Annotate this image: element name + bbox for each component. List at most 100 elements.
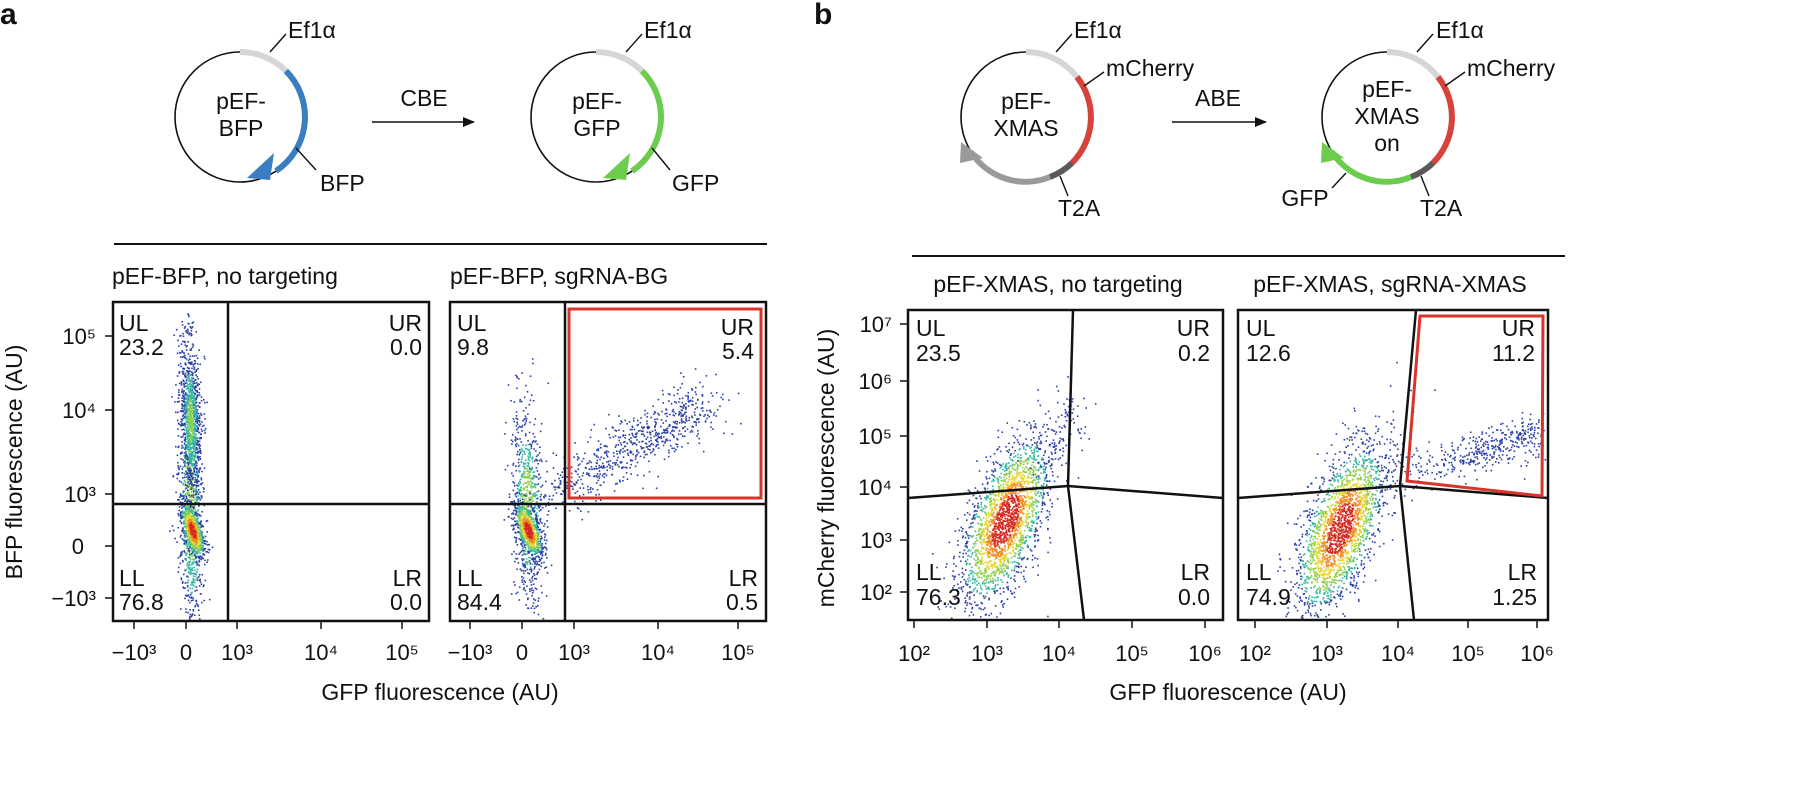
event-dot (519, 488, 522, 490)
event-dot (188, 540, 191, 543)
event-dot (200, 477, 203, 479)
event-dot (971, 606, 974, 609)
event-dot (537, 454, 539, 456)
event-dot (185, 446, 187, 449)
event-dot (188, 458, 191, 460)
event-dot (532, 539, 535, 541)
quadrant-value: 0.5 (726, 589, 758, 615)
event-dot (517, 501, 520, 503)
event-dot (706, 417, 708, 420)
event-dot (177, 465, 179, 467)
y-tick-label: 10³ (64, 482, 96, 507)
plasmid-pef-xmas: Ef1α mCherry T2A pEF- XMAS (960, 17, 1195, 221)
event-dot (597, 449, 600, 452)
event-dot (544, 536, 546, 538)
event-dot (546, 514, 549, 516)
event-dot (538, 558, 541, 561)
x-axis-label: GFP fluorescence (AU) (321, 679, 558, 705)
event-dot (177, 397, 180, 399)
event-dot (186, 421, 188, 423)
event-dot (186, 478, 189, 480)
event-dot (186, 462, 189, 464)
event-dot (535, 497, 538, 500)
quadrant-label: LR (393, 565, 422, 591)
event-dot (186, 501, 188, 504)
event-dot (528, 533, 530, 535)
event-dot (526, 462, 529, 464)
event-dot (1020, 518, 1022, 521)
event-dot (185, 559, 188, 562)
event-dot (201, 430, 203, 433)
event-dot (187, 471, 190, 474)
plasmid-name-line2: GFP (573, 115, 620, 141)
event-dot (534, 486, 537, 489)
quadrant-value: 76.8 (119, 589, 164, 615)
event-dot (608, 413, 610, 416)
event-dot (188, 531, 191, 534)
event-dot (188, 596, 191, 598)
event-dot (544, 554, 547, 556)
event-dot (196, 456, 199, 459)
event-dot (178, 391, 180, 393)
event-dot (688, 400, 690, 402)
event-dot (189, 361, 191, 364)
event-dot (535, 518, 537, 521)
event-dot (187, 419, 190, 422)
event-dot (189, 609, 191, 611)
event-dot (208, 543, 210, 546)
event-dot (540, 535, 542, 538)
event-dot (673, 426, 676, 428)
event-dot (188, 498, 191, 501)
event-dot (1043, 502, 1046, 504)
event-dot (523, 565, 525, 568)
event-dot (640, 445, 642, 448)
event-dot (178, 371, 181, 373)
event-dot (693, 411, 696, 414)
event-dot (195, 428, 197, 431)
event-dot (185, 457, 188, 460)
event-dot (198, 349, 200, 351)
event-dot (188, 521, 191, 524)
event-dot (208, 598, 211, 601)
event-dot (191, 326, 194, 328)
event-dot (978, 527, 981, 530)
event-dot (673, 436, 675, 439)
event-dot (184, 375, 186, 378)
event-dot (196, 430, 198, 433)
event-dot (188, 452, 191, 455)
event-dot (180, 380, 183, 383)
event-dot (695, 386, 697, 389)
event-dot (207, 548, 210, 551)
event-dot (183, 374, 186, 376)
event-dot (181, 390, 183, 393)
event-dot (685, 403, 687, 405)
event-dot (536, 560, 539, 563)
event-dot (528, 521, 530, 524)
event-dot (525, 420, 527, 422)
event-dot (532, 602, 535, 604)
event-dot (533, 557, 535, 559)
event-dot (608, 433, 610, 436)
event-dot (516, 568, 518, 571)
plasmid-pef-xmas-on: Ef1α mCherry T2A GFP pEF- XMAS on (1281, 17, 1555, 221)
plot-frame (111, 300, 431, 623)
event-dot (634, 458, 637, 460)
event-dot (1001, 552, 1004, 555)
event-dot (184, 426, 187, 429)
event-dot (191, 524, 194, 527)
event-dot (191, 510, 194, 512)
event-dot (204, 432, 206, 434)
event-dot (201, 425, 204, 428)
event-dot (183, 429, 186, 432)
event-dot (675, 443, 677, 445)
event-dot (530, 480, 532, 483)
event-dot (169, 530, 171, 532)
quadrant-label: LL (457, 565, 483, 591)
event-dot (177, 428, 179, 430)
event-dot (184, 597, 186, 600)
event-dot (691, 396, 694, 399)
event-dot (194, 400, 196, 402)
event-dot (522, 547, 524, 549)
event-dot (530, 581, 532, 583)
event-dot (708, 415, 711, 418)
